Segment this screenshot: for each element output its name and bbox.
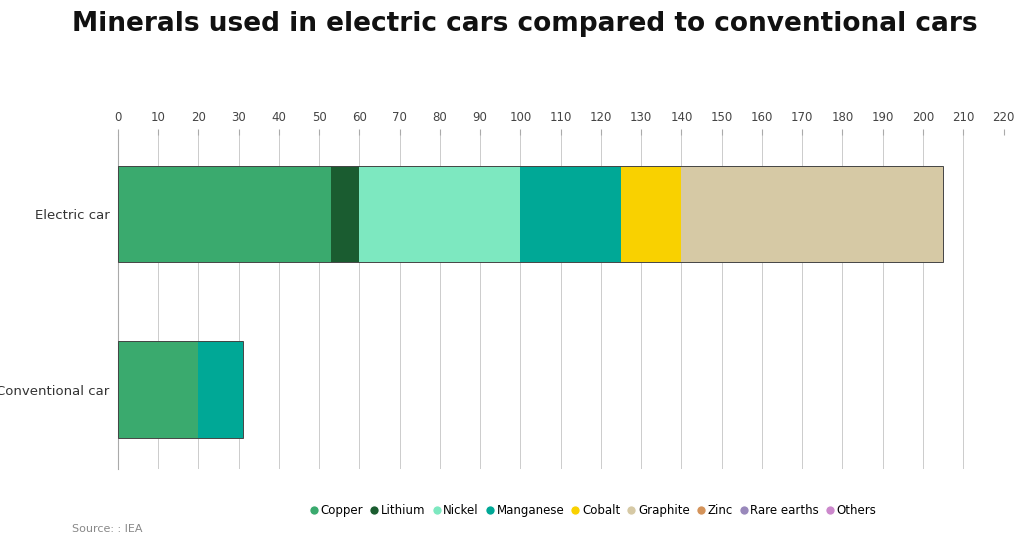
- Bar: [118, 341, 243, 438]
- Bar: [199, 341, 243, 438]
- Bar: [118, 165, 331, 262]
- Bar: [118, 341, 199, 438]
- Bar: [359, 165, 520, 262]
- Bar: [118, 165, 943, 262]
- Bar: [621, 165, 681, 262]
- Bar: [520, 165, 621, 262]
- Bar: [331, 165, 359, 262]
- Text: Minerals used in electric cars compared to conventional cars: Minerals used in electric cars compared …: [72, 11, 977, 37]
- Text: Source: : IEA: Source: : IEA: [72, 523, 142, 534]
- Bar: [681, 165, 943, 262]
- Legend: Copper, Lithium, Nickel, Manganese, Cobalt, Graphite, Zinc, Rare earths, Others: Copper, Lithium, Nickel, Manganese, Coba…: [311, 504, 877, 517]
